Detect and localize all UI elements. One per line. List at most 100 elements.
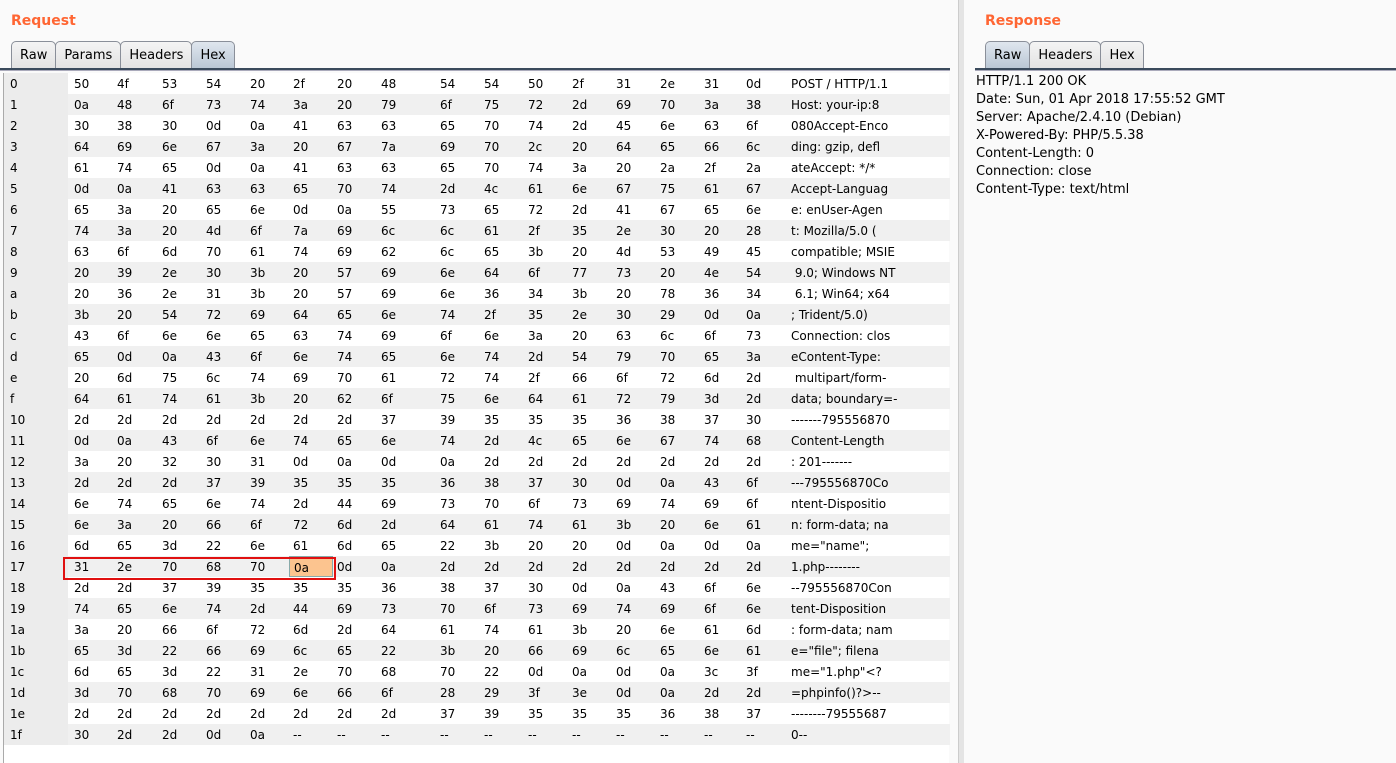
hex-byte[interactable]: 72 bbox=[528, 98, 544, 112]
hex-byte[interactable]: 0a bbox=[660, 476, 675, 490]
hex-byte[interactable]: 2d bbox=[117, 476, 133, 490]
hex-byte[interactable]: 41 bbox=[616, 203, 632, 217]
hex-byte[interactable]: 20 bbox=[162, 518, 178, 532]
hex-byte[interactable]: 65 bbox=[250, 329, 266, 343]
hex-byte[interactable]: 0d bbox=[74, 434, 90, 448]
hex-byte[interactable]: 73 bbox=[381, 602, 397, 616]
hex-byte[interactable]: 65 bbox=[74, 350, 90, 364]
hex-byte[interactable]: 74 bbox=[528, 518, 544, 532]
hex-byte[interactable]: 0a bbox=[337, 203, 352, 217]
hex-byte[interactable]: 0d bbox=[117, 350, 133, 364]
hex-byte[interactable]: 3a bbox=[704, 98, 719, 112]
hex-byte[interactable]: 61 bbox=[250, 245, 266, 259]
hex-byte[interactable]: 0d bbox=[337, 560, 353, 574]
hex-byte[interactable]: 6e bbox=[440, 350, 456, 364]
hex-byte[interactable]: 3d bbox=[704, 392, 720, 406]
hex-byte[interactable]: 73 bbox=[440, 497, 456, 511]
hex-byte[interactable]: 35 bbox=[484, 413, 500, 427]
hex-byte[interactable]: 41 bbox=[293, 119, 309, 133]
hex-byte[interactable]: 37 bbox=[484, 581, 500, 595]
hex-byte[interactable]: 63 bbox=[74, 245, 90, 259]
hex-byte[interactable]: 30 bbox=[206, 455, 222, 469]
hex-byte[interactable]: -- bbox=[528, 728, 537, 742]
hex-byte[interactable]: 63 bbox=[381, 161, 397, 175]
hex-byte[interactable]: 70 bbox=[484, 119, 500, 133]
hex-byte[interactable]: 70 bbox=[484, 161, 500, 175]
hex-byte[interactable]: 20 bbox=[117, 623, 133, 637]
hex-byte[interactable]: 45 bbox=[616, 119, 632, 133]
request-tab-raw[interactable]: Raw bbox=[11, 41, 57, 69]
hex-byte[interactable]: 0d bbox=[206, 728, 222, 742]
hex-byte[interactable]: 31 bbox=[206, 287, 222, 301]
hex-byte[interactable]: 48 bbox=[117, 98, 133, 112]
hex-byte[interactable]: 75 bbox=[484, 98, 500, 112]
hex-byte[interactable]: 3b bbox=[250, 287, 266, 301]
hex-byte[interactable]: 70 bbox=[337, 665, 353, 679]
hex-byte[interactable]: 35 bbox=[572, 707, 588, 721]
ascii-text[interactable]: =phpinfo()?>-- bbox=[791, 686, 881, 700]
hex-byte[interactable]: 63 bbox=[293, 329, 309, 343]
hex-byte[interactable]: 74 bbox=[484, 350, 500, 364]
hex-byte[interactable]: 20 bbox=[293, 287, 309, 301]
hex-byte[interactable]: 31 bbox=[250, 455, 266, 469]
ascii-text[interactable]: ateAccept: */* bbox=[791, 161, 876, 175]
hex-byte[interactable]: 61 bbox=[117, 392, 133, 406]
hex-byte[interactable]: 63 bbox=[704, 119, 720, 133]
hex-byte[interactable]: 65 bbox=[660, 644, 676, 658]
hex-byte[interactable]: 3c bbox=[704, 665, 719, 679]
hex-byte[interactable]: 2d bbox=[572, 203, 588, 217]
hex-byte[interactable]: 3b bbox=[528, 245, 544, 259]
pane-splitter[interactable] bbox=[958, 0, 964, 763]
hex-byte[interactable]: 6f bbox=[616, 371, 628, 385]
hex-byte[interactable]: 70 bbox=[250, 560, 266, 574]
hex-byte[interactable]: 6e bbox=[293, 686, 309, 700]
hex-byte[interactable]: 6d bbox=[293, 623, 309, 637]
response-tab-headers[interactable]: Headers bbox=[1029, 41, 1102, 69]
hex-byte[interactable]: 0a bbox=[337, 455, 352, 469]
hex-byte[interactable]: 2d bbox=[528, 455, 544, 469]
hex-byte[interactable]: 3a bbox=[528, 329, 543, 343]
hex-byte[interactable]: 66 bbox=[572, 371, 588, 385]
hex-byte[interactable]: 3d bbox=[162, 665, 178, 679]
hex-byte[interactable]: 2d bbox=[572, 119, 588, 133]
hex-byte[interactable]: 65 bbox=[337, 644, 353, 658]
hex-byte[interactable]: 6e bbox=[250, 203, 266, 217]
hex-byte[interactable]: 38 bbox=[746, 98, 762, 112]
hex-byte[interactable]: 74 bbox=[250, 371, 266, 385]
hex-byte[interactable]: 6f bbox=[381, 392, 393, 406]
hex-byte[interactable]: 39 bbox=[206, 581, 222, 595]
hex-byte[interactable]: 2d bbox=[528, 350, 544, 364]
hex-byte[interactable]: 2d bbox=[746, 686, 762, 700]
hex-byte[interactable]: 37 bbox=[704, 413, 720, 427]
hex-byte[interactable]: 3e bbox=[572, 686, 588, 700]
ascii-text[interactable]: : form-data; nam bbox=[791, 623, 893, 637]
hex-byte[interactable]: 2d bbox=[250, 602, 266, 616]
ascii-text[interactable]: ; Trident/5.0) bbox=[791, 308, 868, 322]
hex-byte[interactable]: 0d bbox=[616, 476, 632, 490]
hex-byte[interactable]: 67 bbox=[206, 140, 222, 154]
hex-byte[interactable]: 36 bbox=[616, 413, 632, 427]
hex-byte[interactable]: 6e bbox=[162, 329, 178, 343]
hex-byte[interactable]: 3a bbox=[293, 98, 308, 112]
hex-byte[interactable]: 65 bbox=[117, 602, 133, 616]
hex-byte[interactable]: 6e bbox=[206, 329, 222, 343]
hex-byte[interactable]: 69 bbox=[250, 644, 266, 658]
hex-byte[interactable]: 2d bbox=[660, 560, 676, 574]
hex-byte[interactable]: 74 bbox=[293, 245, 309, 259]
hex-byte[interactable]: 6e bbox=[746, 602, 762, 616]
hex-byte[interactable]: 69 bbox=[381, 287, 397, 301]
hex-byte[interactable]: 70 bbox=[337, 371, 353, 385]
hex-byte[interactable]: 20 bbox=[74, 371, 90, 385]
hex-byte[interactable]: -- bbox=[381, 728, 390, 742]
hex-byte[interactable]: 70 bbox=[206, 686, 222, 700]
hex-byte[interactable]: 6d bbox=[337, 539, 353, 553]
hex-byte[interactable]: 2d bbox=[704, 560, 720, 574]
hex-byte[interactable]: 2d bbox=[440, 182, 456, 196]
hex-byte[interactable]: 2d bbox=[746, 455, 762, 469]
hex-byte[interactable]: 6e bbox=[616, 434, 632, 448]
hex-byte[interactable]: 6e bbox=[440, 266, 456, 280]
hex-byte[interactable]: 6c bbox=[381, 224, 396, 238]
hex-byte[interactable]: 69 bbox=[616, 497, 632, 511]
hex-byte[interactable]: 74 bbox=[528, 161, 544, 175]
hex-byte[interactable]: 20 bbox=[572, 245, 588, 259]
